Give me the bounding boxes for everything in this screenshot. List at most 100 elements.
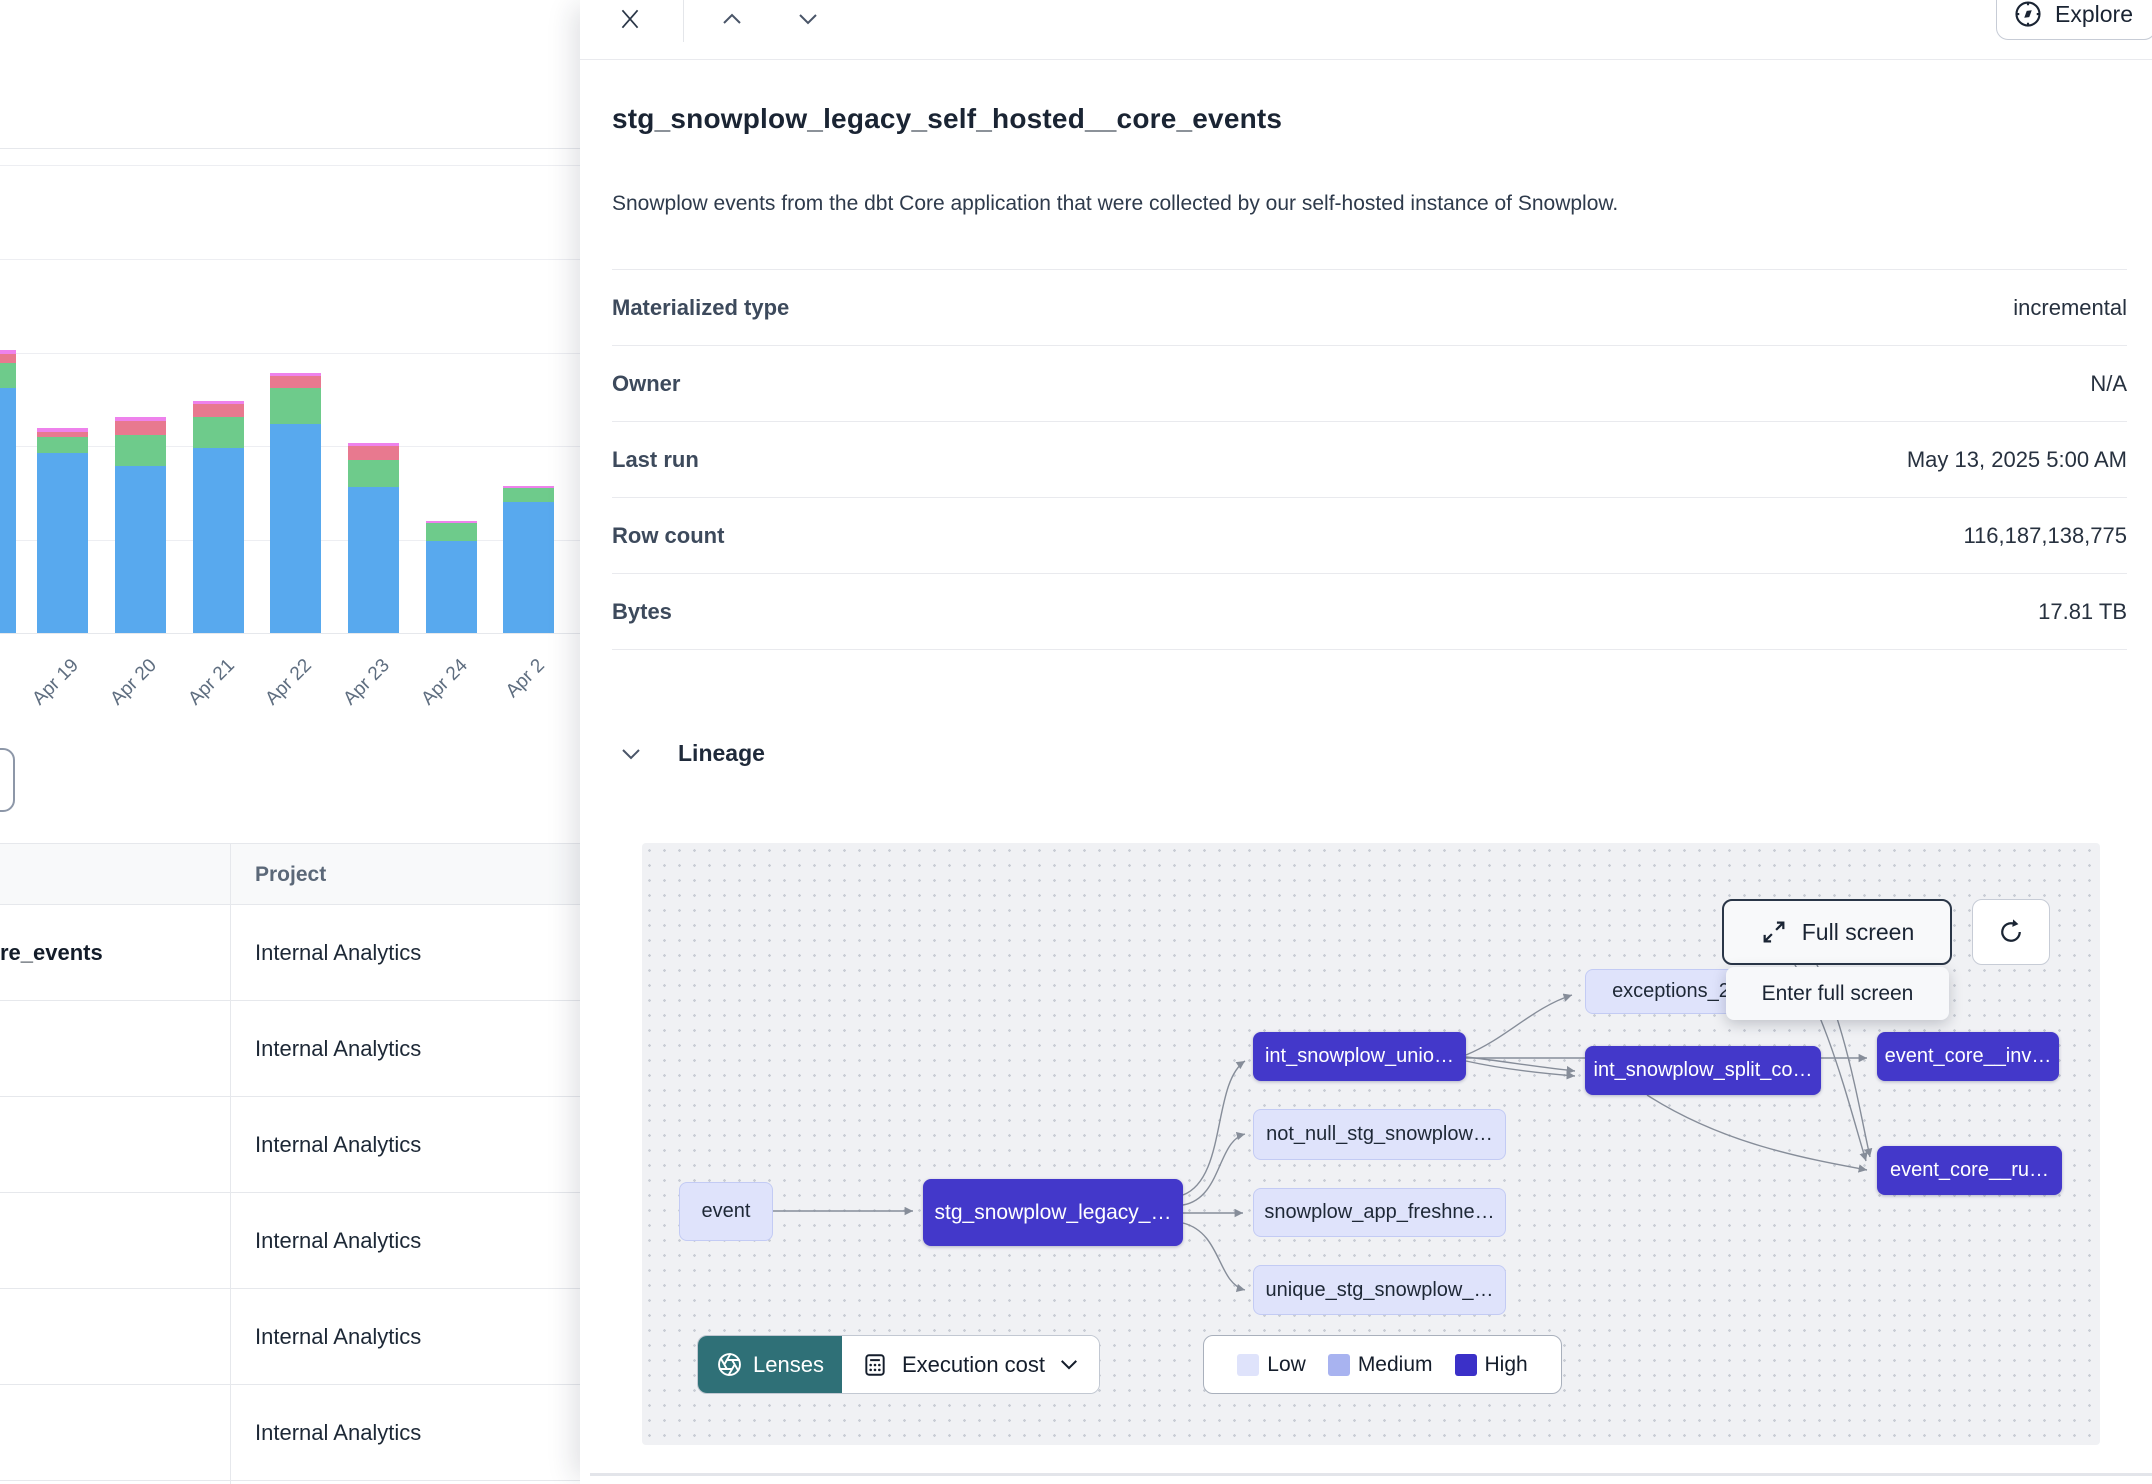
bar-Apr 2: [503, 486, 554, 633]
bar-Apr 20: [115, 417, 166, 633]
legend-swatch: [1327, 1353, 1350, 1376]
gridline: [0, 165, 580, 166]
detail-label: Materialized type: [612, 294, 790, 320]
lineage-node-unique[interactable]: unique_stg_snowplow_…: [1253, 1265, 1506, 1315]
project-cell: Internal Analytics: [255, 1323, 422, 1349]
lineage-node-stg[interactable]: stg_snowplow_legacy_…: [923, 1179, 1183, 1246]
fullscreen-tooltip: Enter full screen: [1726, 967, 1949, 1020]
bar-segment-series-red: [270, 376, 321, 388]
detail-row-row-count: Row count 116,187,138,775: [612, 498, 2127, 574]
bar-segment-series-pink: [37, 428, 88, 432]
bar-segment-series-blue: [115, 466, 166, 633]
bar-segment-series-red: [37, 432, 88, 437]
bar-segment-series-pink: [348, 443, 399, 446]
lineage-node-event[interactable]: event: [679, 1182, 773, 1241]
close-button[interactable]: [612, 2, 648, 36]
x-axis-label: Apr 20: [105, 655, 161, 710]
calculator-icon: [865, 1353, 885, 1376]
lineage-edge: [1182, 1060, 1246, 1196]
lineage-node-ru[interactable]: event_core__ru…: [1877, 1146, 2062, 1195]
x-axis-label: Apr 2: [501, 655, 549, 702]
lineage-section-toggle[interactable]: Lineage: [620, 740, 765, 767]
project-cell: Internal Analytics: [255, 1035, 422, 1061]
table-row[interactable]: re_events Internal Analytics: [0, 905, 580, 1001]
detail-value: incremental: [2013, 294, 2127, 320]
x-axis-label: Apr 22: [260, 655, 316, 710]
bar-segment-series-green: [0, 363, 16, 388]
lenses-button[interactable]: Lenses: [698, 1336, 842, 1393]
toolbar-divider: [683, 0, 684, 42]
bar-Apr 22: [270, 373, 321, 633]
lineage-edge: [1465, 993, 1573, 1056]
lineage-edge: [1646, 1094, 1868, 1173]
legend-item-low: Low: [1237, 1353, 1306, 1377]
bar-segment-series-red: [115, 421, 166, 435]
lineage-node-unio[interactable]: int_snowplow_unio…: [1253, 1032, 1466, 1081]
detail-row-last-run: Last run May 13, 2025 5:00 AM: [612, 422, 2127, 498]
model-description: Snowplow events from the dbt Core applic…: [612, 192, 1619, 215]
column-divider: [230, 843, 231, 1484]
aperture-icon: [718, 1352, 741, 1377]
legend-label: High: [1484, 1352, 1528, 1376]
bar-segment-series-green: [115, 435, 166, 466]
bar-segment-series-red: [348, 446, 399, 460]
bar-segment-series-green: [503, 488, 554, 502]
gridline: [0, 259, 580, 260]
detail-label: Last run: [612, 446, 699, 472]
explore-button[interactable]: Explore: [1996, 0, 2152, 40]
lineage-node-inv[interactable]: event_core__inv…: [1877, 1032, 2059, 1081]
bar-segment-series-blue: [348, 487, 399, 633]
fullscreen-button[interactable]: Full screen: [1722, 899, 1952, 965]
panel-toolbar: Explore: [580, 0, 2152, 60]
bar-segment-series-blue: [0, 388, 16, 633]
detail-value: 17.81 TB: [2038, 598, 2127, 624]
detail-label: Owner: [612, 370, 681, 396]
model-title: stg_snowplow_legacy_self_hosted__core_ev…: [612, 103, 1283, 134]
gridline: [0, 353, 580, 354]
table-row[interactable]: Internal Analytics: [0, 1001, 580, 1097]
section-divider: [0, 148, 580, 149]
bar-Apr 19: [37, 428, 88, 633]
bar-Apr 23: [348, 443, 399, 633]
table-row[interactable]: Internal Analytics: [0, 1097, 580, 1193]
bar-segment-series-blue: [37, 453, 88, 633]
next-button[interactable]: [790, 2, 826, 36]
previous-button[interactable]: [714, 2, 750, 36]
expand-icon: [1763, 921, 1785, 943]
bar-segment-series-blue: [503, 502, 554, 633]
lineage-node-split[interactable]: int_snowplow_split_co…: [1585, 1046, 1821, 1095]
project-cell: Internal Analytics: [255, 1227, 422, 1253]
lenses-control: Lenses Execution cost: [697, 1335, 1101, 1394]
explore-label: Explore: [2055, 0, 2133, 27]
project-cell: Internal Analytics: [255, 1131, 422, 1157]
lens-selector[interactable]: Execution cost: [841, 1336, 1100, 1393]
table-row[interactable]: Internal Analytics: [0, 1289, 580, 1385]
model-details-list: Materialized type incremental Owner N/A Last…: [612, 269, 2127, 650]
lineage-node-freshness[interactable]: snowplow_app_freshne…: [1253, 1188, 1506, 1237]
chart-x-axis: [0, 633, 580, 634]
bar-segment-series-pink: [503, 486, 554, 488]
legend-label: Medium: [1357, 1352, 1433, 1376]
bar-segment-series-green: [193, 417, 244, 448]
lineage-section-label: Lineage: [678, 740, 765, 766]
bar-segment-series-red: [193, 404, 244, 417]
bar-segment-series-green: [348, 460, 399, 487]
compass-icon: [2015, 1, 2041, 27]
column-header-project: Project: [255, 863, 327, 886]
legend-swatch: [1454, 1353, 1477, 1376]
lineage-edge: [1182, 1222, 1246, 1293]
lineage-edge: [1465, 1060, 1576, 1080]
model-name-cell: re_events: [0, 939, 103, 965]
table-row[interactable]: Internal Analytics: [0, 1385, 580, 1481]
project-cell: Internal Analytics: [255, 1419, 422, 1445]
refresh-icon: [2001, 919, 2021, 942]
refresh-button[interactable]: [1972, 899, 2050, 965]
legend-label: Low: [1267, 1352, 1306, 1376]
bar-clipped: [0, 350, 16, 633]
clipped-button[interactable]: [0, 748, 15, 812]
legend-swatch: [1237, 1353, 1260, 1376]
chevron-down-icon: [1061, 1360, 1078, 1370]
lens-selected-value: Execution cost: [901, 1351, 1046, 1377]
lineage-node-not_null[interactable]: not_null_stg_snowplow…: [1253, 1109, 1506, 1160]
table-row[interactable]: Internal Analytics: [0, 1193, 580, 1289]
